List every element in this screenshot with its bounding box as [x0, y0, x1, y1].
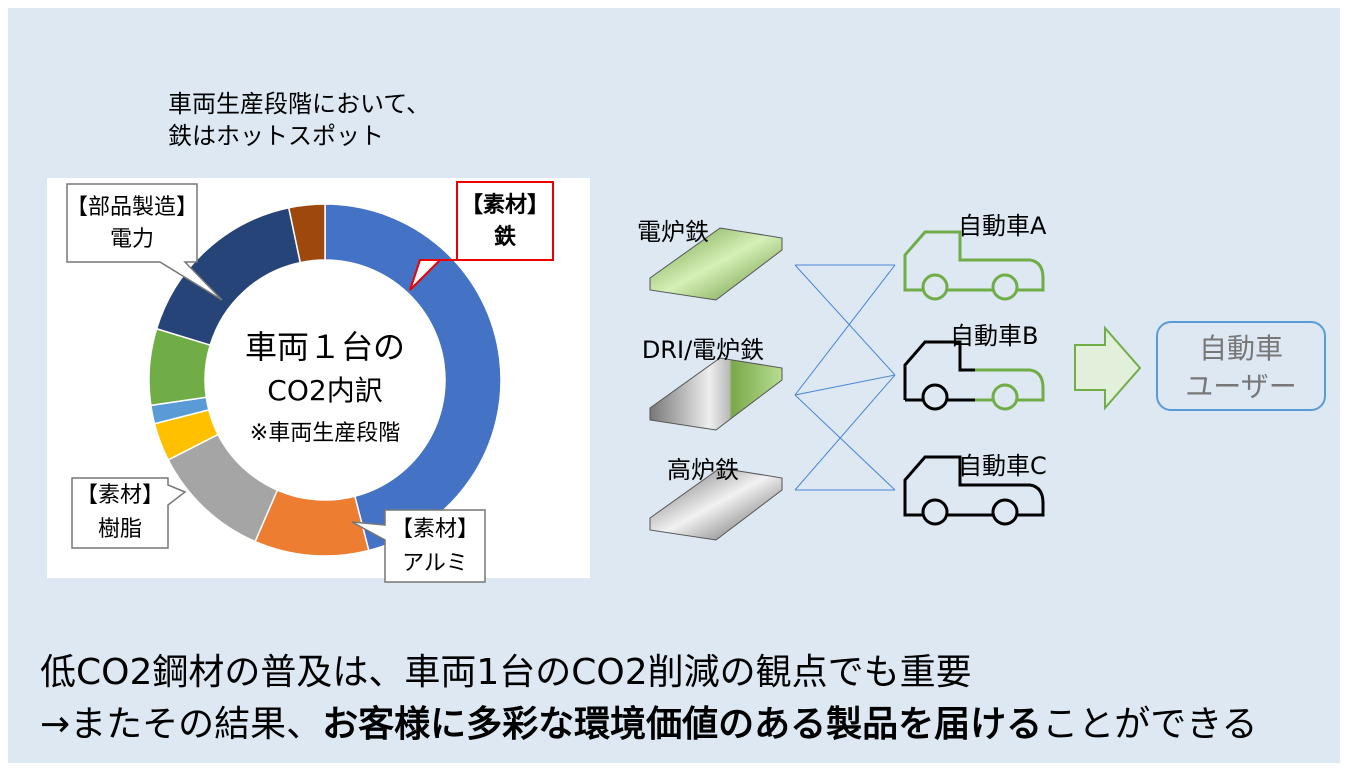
callout-text: 【素材】	[391, 517, 479, 542]
user-label: ユーザー	[1185, 370, 1296, 403]
car-label: 自動車B	[950, 322, 1038, 350]
footer-bold: お客様に多彩な環境価値のある製品を届ける	[322, 704, 1042, 745]
footer-text: →またその結果、	[40, 704, 322, 745]
material-label: 高炉鉄	[667, 456, 739, 484]
callout-text: 【素材】	[76, 483, 164, 508]
callout-text: 電力	[110, 227, 154, 252]
slide: 車両生産段階において、 鉄はホットスポット 車両１台の CO2内訳 ※車両生産段…	[0, 0, 1347, 771]
callout-text: 樹脂	[98, 517, 142, 542]
footer-text: ことができる	[1042, 704, 1257, 745]
user-label: 自動車	[1199, 332, 1283, 365]
footer: 低CO2鋼材の普及は、車両1台のCO2削減の観点でも重要	[40, 652, 972, 693]
footer: →またその結果、お客様に多彩な環境価値のある製品を届けることができる	[40, 704, 1257, 745]
callout-text: 【部品製造】	[66, 195, 198, 220]
center-text: CO2内訳	[267, 374, 382, 407]
car-label: 自動車A	[958, 212, 1047, 240]
center-text: 車両１台の	[245, 328, 405, 366]
callout-text: 【素材】	[461, 192, 549, 218]
car-label: 自動車C	[958, 452, 1047, 480]
center-text: ※車両生産段階	[250, 421, 400, 446]
callout-text: 鉄	[494, 224, 516, 250]
heading: 車両生産段階において、	[168, 90, 430, 118]
material-label: DRI/電炉鉄	[642, 336, 764, 364]
material-label: 電炉鉄	[637, 218, 709, 246]
callout-text: アルミ	[402, 551, 468, 576]
heading: 鉄はホットスポット	[168, 122, 384, 150]
